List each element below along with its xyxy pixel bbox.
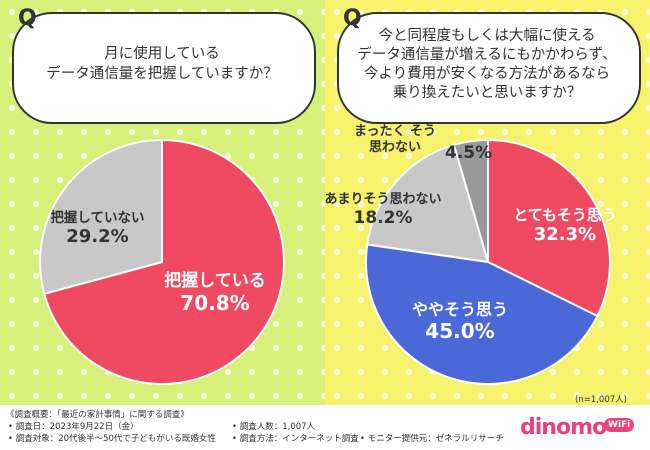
right-question-line-1: 今と同程度もしくは大幅に使える bbox=[378, 28, 596, 44]
pie-charts bbox=[39, 138, 611, 385]
right-slice-label-somewhat: ややそう思う 45.0% bbox=[395, 300, 525, 343]
right-slice-label-notmuch: あまりそう思わない 18.2% bbox=[318, 192, 448, 228]
pie1-slice-3 bbox=[452, 138, 489, 263]
label-strongly-text: とてもそう思う bbox=[513, 206, 617, 224]
footer-count: • 調査人数：1,007人 bbox=[232, 422, 316, 432]
right-question-line-4: 乗り換えたいと思いますか？ bbox=[392, 85, 582, 101]
pie1-slice-2 bbox=[366, 143, 490, 264]
label-somewhat-text: ややそう思う bbox=[411, 300, 508, 319]
label-aware-value: 70.8% bbox=[180, 291, 250, 316]
right-slice-value-notatall: 4.5% bbox=[445, 143, 493, 163]
left-question-line-2: データ通信量を把握していますか？ bbox=[46, 66, 278, 82]
survey-footer: 《調査概要：「最近の家計事情」に関する調査》 • 調査日：2023年9月22日（… bbox=[0, 405, 650, 450]
right-slice-label-strongly: とてもそう思う 32.3% bbox=[500, 206, 630, 246]
right-question-line-3: 今より費用が安くなる方法があるなら bbox=[363, 66, 611, 82]
pie1-slice-1 bbox=[365, 243, 599, 385]
dinomo-logo: dinomo bbox=[520, 415, 607, 440]
left-question-bubble bbox=[12, 12, 316, 124]
footer-date: • 調査日：2023年9月22日（金） bbox=[8, 422, 139, 432]
label-unaware-value: 29.2% bbox=[66, 226, 129, 248]
left-slice-label-unaware: 把握していない 29.2% bbox=[40, 210, 155, 248]
pie1-slice-0 bbox=[487, 138, 611, 318]
footer-target: • 調査対象：20代後半～50代で子どもがいる既婚女性 bbox=[8, 434, 216, 444]
label-notatall-text: まったく そう思わない bbox=[353, 124, 436, 155]
pie0-slice-1 bbox=[39, 138, 163, 296]
wifi-badge: WiFi bbox=[604, 418, 635, 432]
label-unaware-text: 把握していない bbox=[50, 210, 145, 226]
pie0-slice-0 bbox=[42, 138, 285, 385]
left-question-line-1: 月に使用している bbox=[104, 46, 220, 62]
label-notmuch-value: 18.2% bbox=[353, 207, 413, 228]
left-q-mark: Q bbox=[18, 6, 37, 31]
label-somewhat-value: 45.0% bbox=[425, 319, 495, 344]
footer-title: 《調査概要：「最近の家計事情」に関する調査》 bbox=[6, 410, 189, 420]
left-slice-label-aware: 把握している 70.8% bbox=[150, 271, 280, 315]
right-question-line-2: データ通信量が増えるにもかかわらず、 bbox=[357, 47, 617, 63]
label-notmuch-text: あまりそう思わない bbox=[324, 192, 442, 207]
footer-provider: • モニター提供元：ゼネラルリサーチ bbox=[360, 434, 504, 444]
footer-method: • 調査方法：インターネット調査 bbox=[232, 434, 359, 444]
label-strongly-value: 32.3% bbox=[533, 224, 597, 245]
label-aware-text: 把握している bbox=[164, 271, 266, 291]
right-question-bubble bbox=[337, 12, 641, 124]
sample-size-note: (n=1,007人) bbox=[575, 395, 627, 405]
right-q-mark: Q bbox=[343, 6, 362, 31]
right-slice-label-notatall: まったく そう思わない bbox=[340, 124, 450, 155]
